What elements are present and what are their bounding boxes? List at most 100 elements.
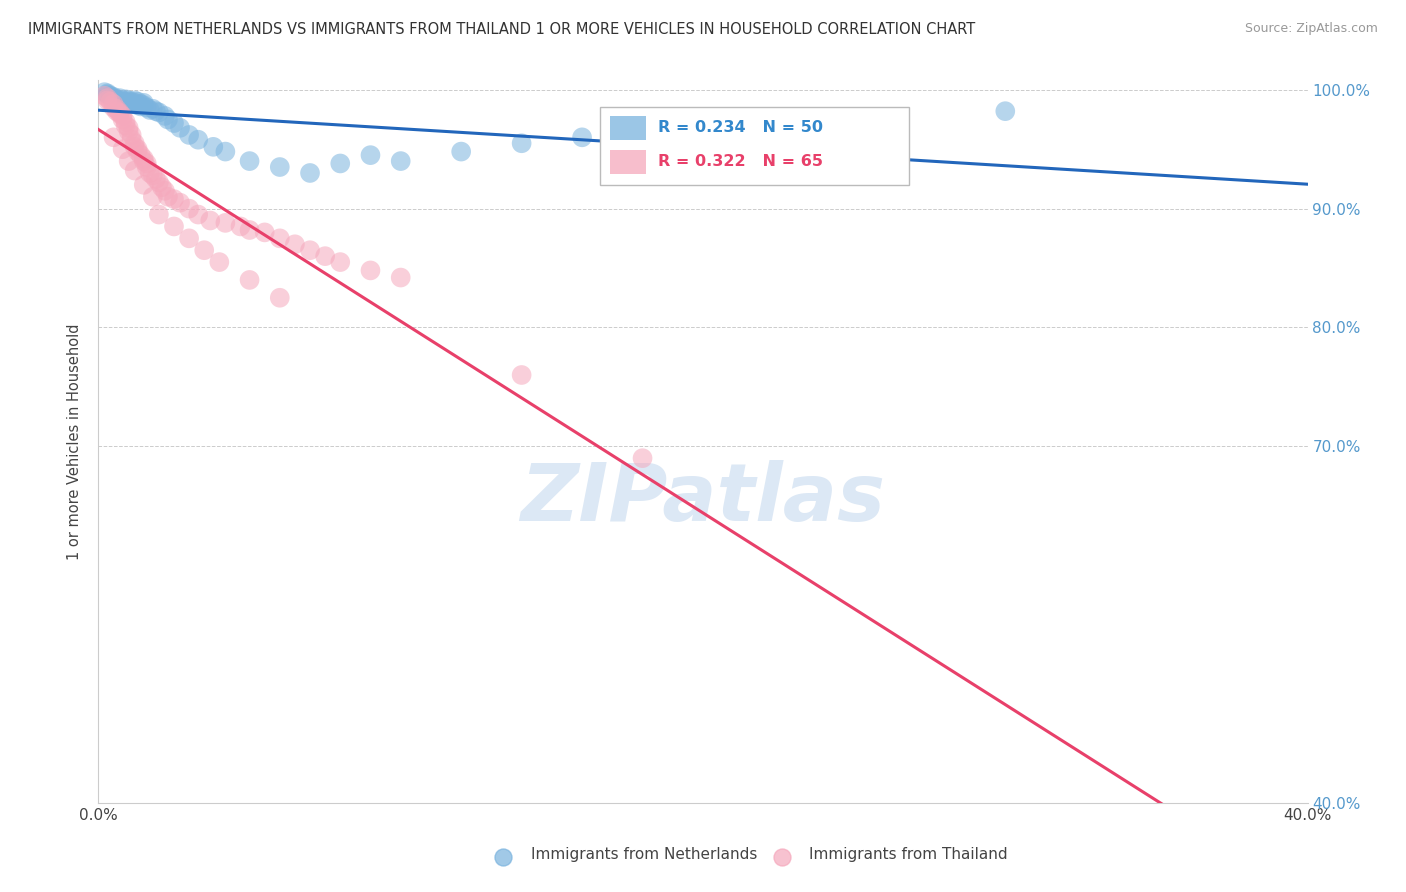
Point — [229, 219, 252, 234]
Point — [193, 244, 215, 258]
Point — [139, 166, 162, 180]
Point — [148, 176, 170, 190]
Point — [239, 273, 262, 287]
Point — [118, 95, 141, 110]
Point — [100, 95, 122, 109]
Point — [127, 142, 149, 156]
Point — [124, 136, 146, 151]
Point — [121, 133, 143, 147]
Point — [111, 95, 134, 110]
Text: ZIPatlas: ZIPatlas — [520, 460, 886, 539]
Point — [118, 94, 141, 108]
Point — [163, 192, 186, 206]
Point — [139, 103, 162, 117]
Point — [114, 95, 136, 109]
Point — [208, 255, 231, 269]
FancyBboxPatch shape — [610, 151, 647, 174]
Point — [111, 94, 134, 108]
Point — [96, 87, 118, 101]
Point — [96, 91, 118, 105]
Point — [124, 95, 146, 110]
Point — [114, 119, 136, 133]
Point — [135, 156, 157, 170]
Point — [111, 142, 134, 156]
Point — [103, 91, 125, 105]
Point — [169, 120, 191, 135]
Point — [299, 244, 322, 258]
Point — [329, 156, 352, 170]
Point — [752, 119, 775, 133]
Point — [179, 231, 201, 245]
Point — [179, 202, 201, 216]
Point — [163, 116, 186, 130]
Point — [169, 195, 191, 210]
Point — [269, 160, 291, 174]
Point — [96, 87, 118, 102]
Point — [329, 255, 352, 269]
Point — [214, 145, 236, 159]
Point — [100, 88, 122, 103]
Point — [108, 91, 131, 105]
Point — [239, 154, 262, 169]
Point — [118, 120, 141, 135]
Point — [118, 154, 141, 169]
Text: R = 0.322   N = 65: R = 0.322 N = 65 — [658, 154, 824, 169]
Point — [153, 109, 176, 123]
Point — [105, 104, 128, 119]
Point — [93, 85, 115, 99]
Point — [121, 95, 143, 109]
Point — [153, 184, 176, 198]
FancyBboxPatch shape — [600, 107, 908, 185]
Point — [150, 180, 173, 194]
Point — [129, 148, 152, 162]
Point — [132, 152, 155, 166]
Point — [132, 95, 155, 110]
Point — [163, 219, 186, 234]
Point — [96, 94, 118, 108]
Point — [148, 208, 170, 222]
Point — [156, 190, 179, 204]
Point — [132, 178, 155, 192]
Point — [129, 99, 152, 113]
Point — [142, 102, 165, 116]
Point — [269, 231, 291, 245]
Point — [105, 92, 128, 106]
Point — [124, 94, 146, 108]
Point — [114, 92, 136, 106]
Text: Immigrants from Thailand: Immigrants from Thailand — [810, 847, 1008, 863]
Point — [129, 97, 152, 112]
Text: R = 0.234   N = 50: R = 0.234 N = 50 — [658, 120, 824, 135]
Point — [314, 249, 336, 263]
Point — [187, 208, 209, 222]
Point — [105, 94, 128, 108]
Point — [299, 166, 322, 180]
Point — [179, 128, 201, 142]
Point — [284, 237, 307, 252]
Point — [360, 263, 382, 277]
Point — [111, 112, 134, 127]
Point — [145, 104, 167, 119]
Point — [200, 213, 222, 227]
Point — [127, 145, 149, 159]
Point — [156, 112, 179, 127]
Point — [103, 97, 125, 112]
Point — [132, 154, 155, 169]
Point — [124, 163, 146, 178]
Point — [389, 154, 412, 169]
Point — [631, 451, 654, 466]
Point — [124, 140, 146, 154]
Y-axis label: 1 or more Vehicles in Household: 1 or more Vehicles in Household — [67, 323, 83, 560]
Point — [269, 291, 291, 305]
Point — [103, 130, 125, 145]
Point — [450, 145, 472, 159]
Text: Immigrants from Netherlands: Immigrants from Netherlands — [531, 847, 758, 863]
Point — [108, 95, 131, 109]
Point — [103, 101, 125, 115]
Point — [360, 148, 382, 162]
Point — [148, 105, 170, 120]
Point — [103, 90, 125, 104]
Point — [510, 136, 533, 151]
Point — [187, 133, 209, 147]
Point — [111, 109, 134, 123]
Point — [202, 140, 225, 154]
